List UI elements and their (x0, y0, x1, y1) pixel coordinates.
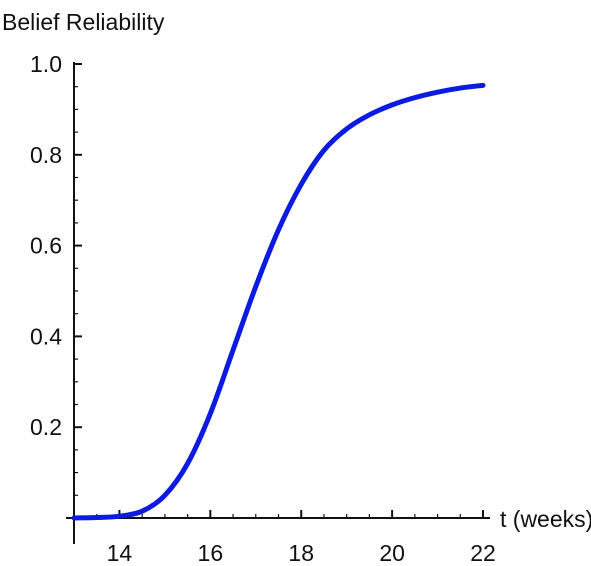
x-tick-label: 14 (107, 540, 133, 566)
y-tick-label: 1.0 (30, 51, 62, 77)
axis-ticks: 14 16 18 20 22 0.2 0.4 0.6 0.8 1.0 (30, 51, 496, 566)
y-tick-label: 0.8 (30, 142, 62, 168)
y-tick-label: 0.4 (30, 323, 62, 349)
x-axis-title: t (weeks) (500, 506, 591, 532)
y-tick-label: 0.6 (30, 233, 62, 259)
x-tick-label: 22 (470, 540, 496, 566)
x-tick-label: 16 (198, 540, 224, 566)
axes (66, 62, 490, 544)
series-lines (71, 82, 486, 521)
series-line (71, 82, 486, 521)
x-tick-label: 18 (288, 540, 314, 566)
y-tick-label: 0.2 (30, 414, 62, 440)
y-axis-title: Belief Reliability (2, 9, 165, 35)
x-tick-label: 20 (379, 540, 405, 566)
